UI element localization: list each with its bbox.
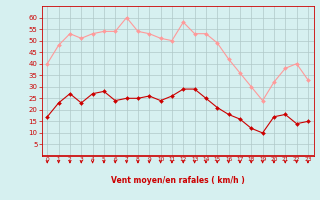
X-axis label: Vent moyen/en rafales ( km/h ): Vent moyen/en rafales ( km/h ) xyxy=(111,176,244,185)
